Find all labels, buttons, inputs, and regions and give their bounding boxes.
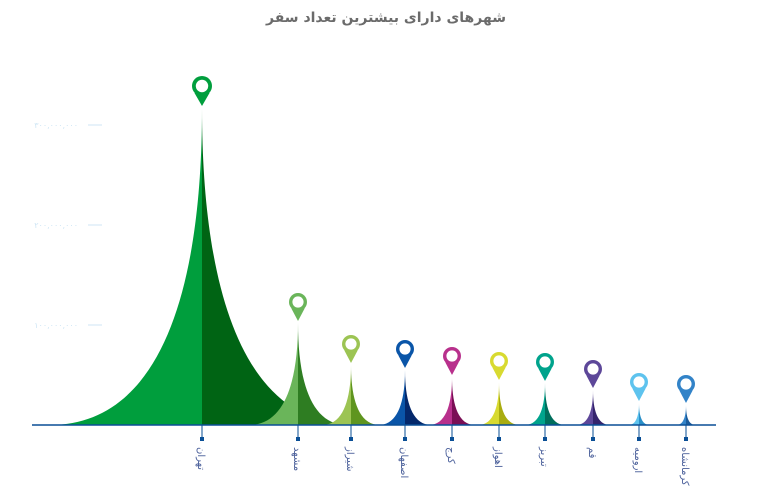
x-axis: تهران مشهد شیراز اصفهان کرج اهواز تبریز قم ارومی…: [32, 424, 716, 486]
chart-title: شهرهای دارای بیشترین تعداد سفر: [265, 10, 506, 26]
peaks: [49, 76, 696, 425]
x-tick-marker: [349, 437, 353, 441]
peak-left: [478, 382, 499, 425]
peak-right: [405, 370, 432, 425]
peak-right: [686, 405, 696, 425]
map-pin-icon: [677, 375, 695, 403]
peak-left: [378, 370, 405, 425]
map-pin-icon: [396, 340, 414, 368]
peak-left: [322, 365, 351, 425]
y-axis: ۱۰۰,۰۰۰,۰۰۰ ۲۰۰,۰۰۰,۰۰۰ ۳۰۰,۰۰۰,۰۰۰: [34, 121, 102, 330]
map-pin-icon: [630, 373, 648, 401]
peak-right: [298, 323, 347, 425]
x-tick-marker: [543, 437, 547, 441]
y-tick-label: ۱۰۰,۰۰۰,۰۰۰: [34, 321, 78, 330]
x-tick-marker: [450, 437, 454, 441]
y-tick-label: ۳۰۰,۰۰۰,۰۰۰: [34, 121, 78, 130]
x-tick-marker: [684, 437, 688, 441]
x-tick-label: شیراز: [344, 446, 355, 472]
peak-right: [545, 383, 566, 425]
x-tick-marker: [637, 437, 641, 441]
map-pin-icon: [192, 76, 212, 106]
map-pin-icon: [289, 293, 307, 321]
peak-left: [428, 377, 452, 425]
peak-left: [628, 403, 639, 425]
peak-left: [676, 405, 686, 425]
peak-right: [351, 365, 380, 425]
map-pin-icon: [342, 335, 360, 363]
x-tick-label: تبریز: [538, 446, 549, 467]
map-pin-icon: [490, 352, 508, 380]
peak-right: [639, 403, 650, 425]
y-tick-label: ۲۰۰,۰۰۰,۰۰۰: [34, 221, 78, 230]
peak-right: [593, 390, 610, 425]
x-tick-label: اهواز: [492, 446, 503, 468]
x-tick-marker: [403, 437, 407, 441]
peak-left: [49, 108, 203, 425]
peak-left: [249, 323, 298, 425]
x-tick-label: مشهد: [291, 447, 302, 471]
peak-right: [452, 377, 476, 425]
x-tick-label: کرج: [445, 447, 456, 464]
x-tick-label: تهران: [195, 447, 206, 470]
x-tick-label: اصفهان: [398, 447, 409, 478]
peak-right: [499, 382, 520, 425]
x-tick-marker: [296, 437, 300, 441]
x-tick-marker: [497, 437, 501, 441]
map-pin-icon: [536, 353, 554, 381]
peak-right: [202, 108, 355, 425]
x-tick-label: کرمانشاه: [679, 447, 690, 486]
x-tick-label: قم: [586, 447, 597, 459]
x-tick-marker: [591, 437, 595, 441]
x-tick-marker: [200, 437, 204, 441]
peak-left: [576, 390, 593, 425]
x-tick-label: ارومیه: [632, 447, 643, 473]
peak-left: [524, 383, 545, 425]
map-pin-icon: [584, 360, 602, 388]
map-pin-icon: [443, 347, 461, 375]
